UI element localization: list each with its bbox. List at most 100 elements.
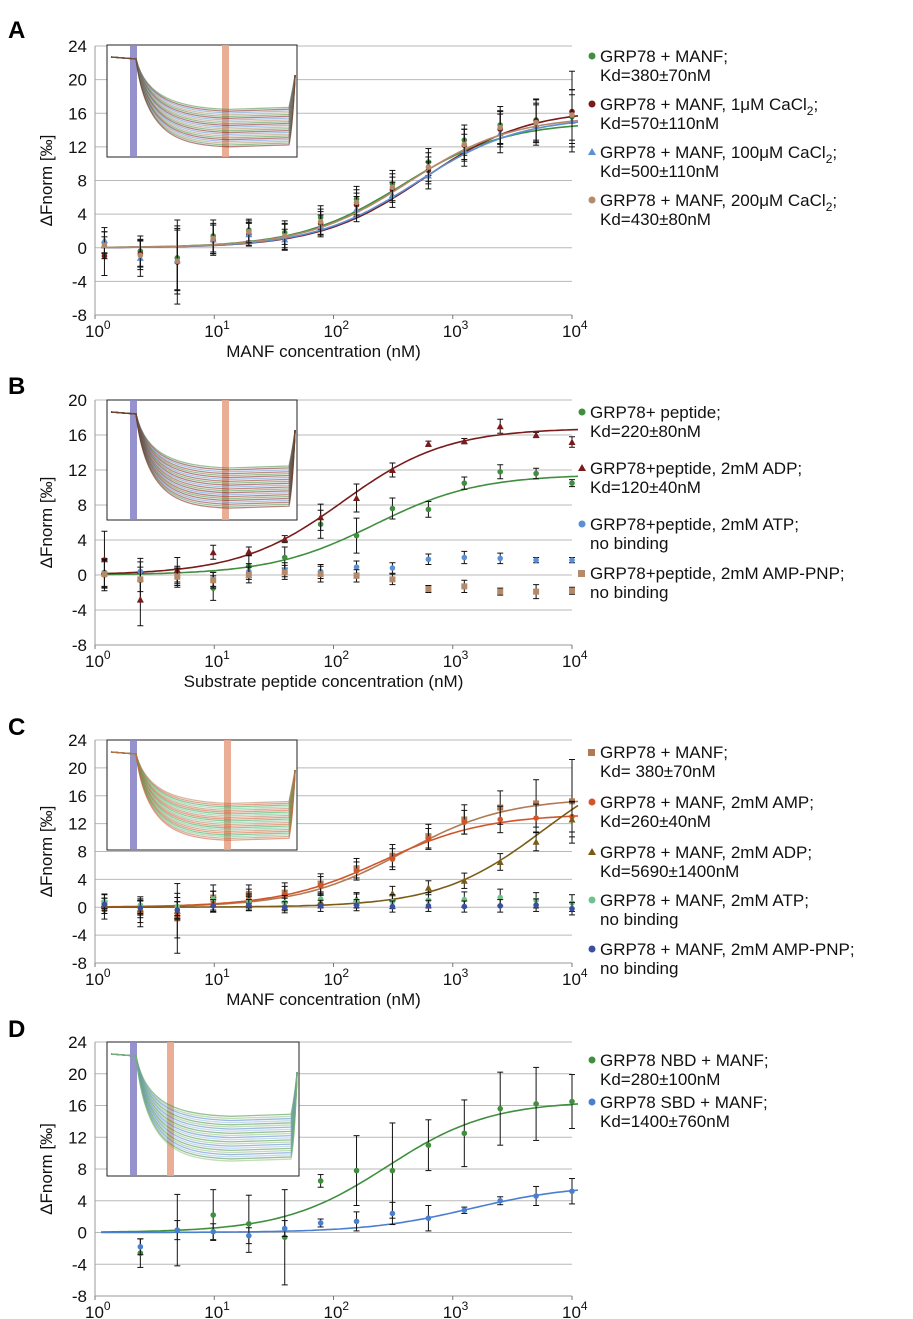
- x-tick-exponent: 2: [342, 648, 349, 662]
- data-point: [425, 1215, 432, 1222]
- data-point: [353, 532, 360, 539]
- data-point: [461, 903, 468, 910]
- data-point: [568, 815, 576, 823]
- data-point: [461, 1207, 468, 1214]
- data-point: [353, 868, 360, 874]
- x-tick-label: 103: [443, 318, 469, 341]
- x-tick-label: 100: [85, 648, 111, 671]
- x-tick-exponent: 4: [581, 1299, 588, 1313]
- y-tick-label: -8: [72, 1287, 87, 1306]
- legend-label: GRP78 + MANF, 2mM AMP-PNP;: [600, 940, 855, 959]
- x-tick-label: 103: [443, 1299, 469, 1319]
- y-tick-label: 20: [68, 1065, 87, 1084]
- series-1: [101, 1178, 579, 1256]
- legend-label: Kd= 380±70nM: [600, 762, 716, 781]
- legend-marker: [588, 749, 595, 756]
- legend-label-rest: ;: [832, 143, 837, 162]
- y-tick-label: 12: [68, 138, 87, 157]
- x-tick-label: 101: [204, 648, 230, 671]
- x-tick-exponent: 0: [104, 966, 111, 980]
- x-tick-label: 102: [324, 318, 350, 341]
- y-axis-label: ΔFnorm [‰]: [37, 806, 56, 898]
- data-point: [317, 513, 325, 521]
- inset-traces: [106, 1041, 300, 1177]
- panel-label: C: [8, 714, 25, 741]
- fit-curve: [101, 815, 579, 908]
- legend-label: GRP78 + MANF, 100μM CaCl2;: [600, 143, 837, 166]
- y-tick-label: 12: [68, 461, 87, 480]
- x-tick-exponent: 3: [462, 648, 469, 662]
- legend-marker: [588, 148, 596, 155]
- legend-label: Kd=430±80nM: [600, 210, 711, 229]
- data-point: [461, 583, 468, 590]
- legend-entry: GRP78 + MANF, 2mM ADP;Kd=5690±1400nM: [588, 843, 812, 881]
- data-point: [281, 1234, 288, 1241]
- y-tick-label: 20: [68, 391, 87, 410]
- data-point: [174, 258, 181, 265]
- y-tick-label: 20: [68, 759, 87, 778]
- data-point: [246, 1220, 252, 1227]
- series-4: [101, 897, 575, 919]
- data-point: [569, 557, 575, 563]
- data-point: [497, 816, 504, 823]
- x-tick-label: 104: [562, 1299, 588, 1319]
- x-tick-label: 104: [562, 648, 588, 671]
- y-tick-label: 24: [68, 37, 87, 56]
- data-point: [496, 858, 504, 865]
- legend-label: no binding: [590, 583, 668, 602]
- data-point: [389, 1210, 396, 1217]
- data-point: [353, 572, 360, 579]
- legend-entry: GRP78 NBD + MANF;Kd=280±100nM: [588, 1051, 769, 1089]
- legend-entry: GRP78+peptide, 2mM ADP;Kd=120±40nM: [578, 459, 802, 497]
- data-point: [209, 548, 217, 556]
- legend-entry: GRP78 SBD + MANF;Kd=1400±760nM: [588, 1093, 768, 1131]
- panel-label: B: [8, 373, 25, 400]
- legend-subscript: 2: [807, 104, 814, 118]
- y-tick-label: 8: [78, 172, 87, 191]
- x-tick-exponent: 1: [223, 1299, 230, 1313]
- legend-entry: GRP78 + MANF;Kd=380±70nM: [588, 47, 728, 85]
- data-point: [533, 902, 539, 908]
- inset-trace: [110, 411, 296, 509]
- data-point: [389, 184, 396, 191]
- data-point: [424, 440, 432, 447]
- x-tick-exponent: 2: [342, 966, 349, 980]
- data-point: [425, 556, 432, 563]
- inset-trace: [110, 1053, 298, 1162]
- panel-label: D: [8, 1016, 25, 1043]
- inset-salmon-band: [222, 45, 229, 157]
- legend-entry: GRP78 + MANF;Kd= 380±70nM: [588, 743, 728, 781]
- y-tick-label: 20: [68, 71, 87, 90]
- data-point: [353, 494, 361, 501]
- data-point: [210, 896, 217, 902]
- data-point: [210, 1212, 217, 1218]
- x-tick-label: 101: [204, 1299, 230, 1319]
- legend-label: Kd=120±40nM: [590, 478, 701, 497]
- y-tick-label: -4: [72, 601, 87, 620]
- legend-label: Kd=260±40nM: [600, 812, 711, 831]
- data-point: [317, 218, 324, 225]
- y-tick-label: 16: [68, 787, 87, 806]
- data-point: [246, 228, 252, 235]
- inset-traces: [106, 399, 298, 521]
- legend-marker: [588, 100, 596, 108]
- data-point: [497, 1197, 504, 1204]
- inset-salmon-band: [222, 400, 229, 520]
- data-point: [388, 466, 396, 473]
- legend-label-rest: ;: [832, 191, 837, 210]
- data-point: [425, 1142, 432, 1148]
- y-tick-label: 16: [68, 1097, 87, 1116]
- legend-label: GRP78 + MANF, 2mM ATP;: [600, 891, 809, 910]
- data-point: [210, 1228, 217, 1235]
- y-tick-label: 8: [78, 1160, 87, 1179]
- x-tick-label: 100: [85, 1299, 111, 1319]
- series-2: [101, 550, 575, 592]
- data-point: [425, 164, 432, 170]
- data-point: [210, 235, 217, 242]
- inset-trace: [110, 751, 296, 841]
- data-point: [569, 1098, 575, 1105]
- data-point: [569, 587, 575, 594]
- data-point: [497, 468, 504, 475]
- data-point: [425, 836, 432, 842]
- y-tick-label: -8: [72, 636, 87, 655]
